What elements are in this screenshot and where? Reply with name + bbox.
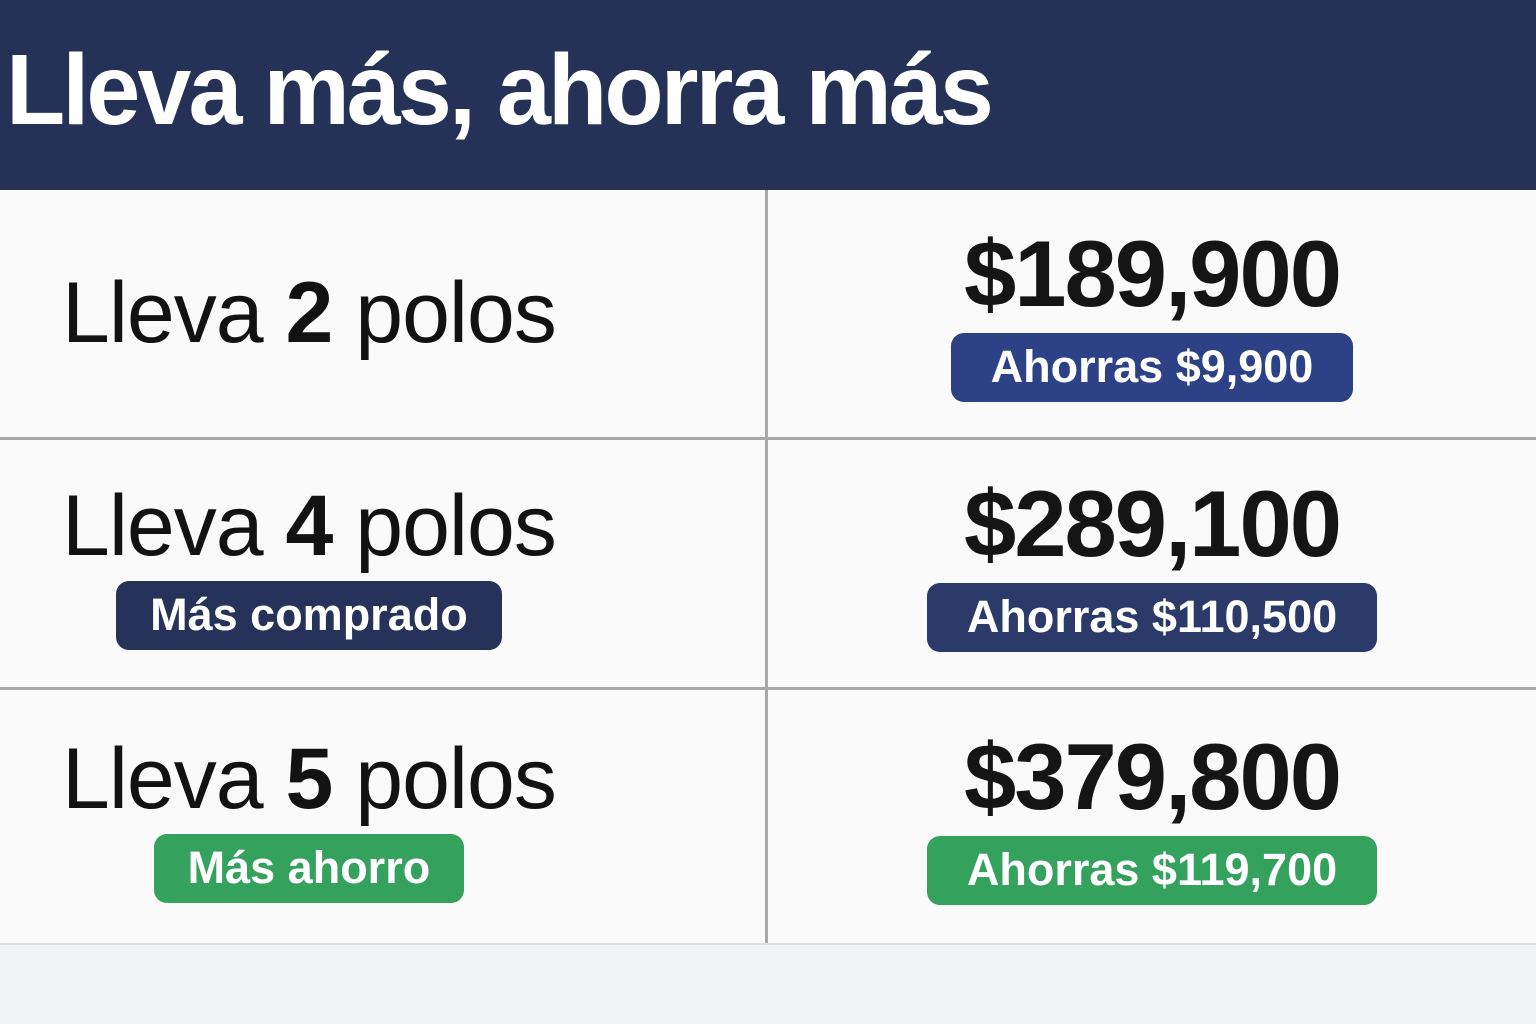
price-cell: $189,900 Ahorras $9,900 [768,190,1536,437]
quantity-label: Lleva 4 polos [62,477,557,576]
quantity-cell: Lleva 4 polos Más comprado [0,440,768,687]
quantity-value: 2 [285,265,334,362]
price-value: $289,100 [963,470,1342,576]
quantity-value: 5 [285,730,334,827]
price-value: $189,900 [963,220,1342,326]
quantity-label-block: Lleva 4 polos Más comprado [62,477,557,651]
quantity-label: Lleva 2 polos [62,264,557,363]
quantity-label-prefix: Lleva [62,265,286,362]
highlight-badge-mas-comprado: Más comprado [116,581,502,651]
quantity-cell: Lleva 5 polos Más ahorro [0,690,768,943]
quantity-label-prefix: Lleva [62,477,286,574]
quantity-cell: Lleva 2 polos [0,190,768,437]
price-cell: $289,100 Ahorras $110,500 [768,440,1536,687]
quantity-label-suffix: polos [332,477,557,574]
pricing-table: Lleva 2 polos $189,900 Ahorras $9,900 Ll… [0,190,1536,945]
pricing-row-5-polos: Lleva 5 polos Más ahorro $379,800 Ahorra… [0,690,1536,945]
highlight-badge-mas-ahorro: Más ahorro [153,834,465,904]
quantity-label: Lleva 5 polos [62,730,557,829]
price-cell: $379,800 Ahorras $119,700 [768,690,1536,943]
promo-header: Lleva más, ahorra más [0,0,1536,190]
quantity-label-block: Lleva 2 polos [62,264,557,363]
promo-title: Lleva más, ahorra más [6,34,994,146]
quantity-label-suffix: polos [332,730,557,827]
savings-badge: Ahorras $9,900 [950,333,1354,403]
quantity-label-prefix: Lleva [62,730,286,827]
pricing-row-2-polos: Lleva 2 polos $189,900 Ahorras $9,900 [0,190,1536,440]
quantity-label-block: Lleva 5 polos Más ahorro [62,730,557,904]
footer-strip [0,945,1536,1024]
pricing-row-4-polos: Lleva 4 polos Más comprado $289,100 Ahor… [0,440,1536,690]
savings-badge: Ahorras $119,700 [926,836,1378,906]
quantity-value: 4 [285,477,334,574]
price-value: $379,800 [963,723,1342,829]
savings-badge: Ahorras $110,500 [926,583,1378,653]
quantity-label-suffix: polos [332,265,557,362]
